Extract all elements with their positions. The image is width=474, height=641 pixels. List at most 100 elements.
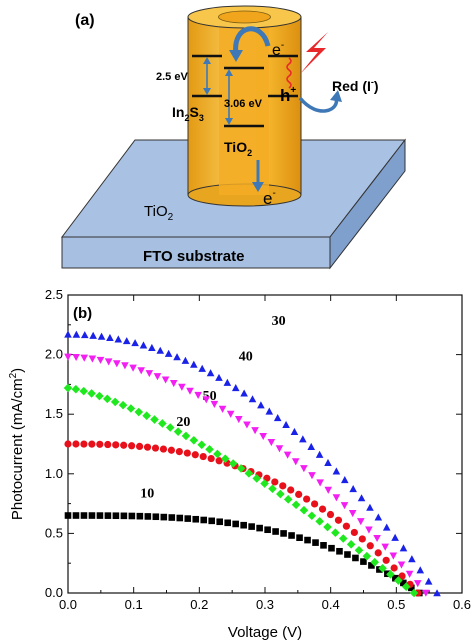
data-point	[291, 458, 300, 466]
data-point	[89, 331, 97, 339]
data-point	[153, 373, 162, 381]
data-point	[139, 341, 148, 349]
data-point	[282, 420, 290, 428]
data-point	[310, 500, 319, 508]
series-10: 10	[64, 487, 423, 597]
data-point	[346, 540, 356, 549]
data-point	[215, 373, 223, 381]
data-point	[112, 512, 120, 520]
electron-transfer-arrow	[233, 26, 271, 55]
data-point	[161, 376, 170, 384]
data-point	[394, 576, 403, 585]
data-point	[360, 558, 367, 565]
data-point	[169, 379, 178, 388]
series-label-20: 20	[176, 415, 190, 430]
data-point	[273, 414, 282, 422]
data-point	[64, 440, 72, 448]
data-point	[96, 440, 104, 448]
data-point	[158, 419, 167, 428]
data-point	[295, 490, 303, 499]
series-50: 50	[63, 383, 419, 598]
data-point	[72, 440, 80, 448]
data-point	[64, 353, 72, 361]
data-point	[136, 512, 144, 520]
data-point	[224, 519, 231, 527]
data-point	[126, 404, 136, 413]
series-label-40: 40	[239, 350, 253, 365]
data-point	[96, 356, 105, 364]
data-point	[374, 549, 382, 557]
data-point	[131, 339, 139, 347]
data-point	[399, 544, 408, 552]
data-point	[401, 582, 411, 592]
data-point	[64, 330, 72, 338]
data-point	[167, 446, 176, 454]
series-label-30: 30	[272, 314, 286, 329]
x-tick-label: 0.2	[190, 597, 208, 612]
data-point	[80, 512, 88, 519]
data-point	[408, 555, 416, 563]
data-point	[178, 383, 186, 391]
series-30: 30	[64, 314, 441, 597]
energy-left-label: 2.5 eV	[156, 71, 188, 83]
data-point	[299, 505, 309, 515]
data-point	[79, 386, 89, 396]
data-point	[324, 486, 333, 494]
data-point	[342, 522, 351, 530]
data-point	[416, 566, 425, 574]
y-axis-title: Photocurrent (mA/cm2)	[8, 368, 26, 520]
data-point	[357, 494, 366, 502]
data-point	[114, 335, 123, 343]
data-point	[160, 513, 168, 521]
data-point	[152, 513, 160, 521]
photon-wave	[286, 57, 292, 89]
series-label-10: 10	[140, 487, 154, 502]
data-point	[97, 332, 106, 340]
data-point	[135, 442, 144, 451]
data-point	[184, 515, 192, 522]
data-point	[72, 330, 81, 338]
axis-ticks: 0.0 0.1 0.2 0.3 0.4 0.5 0.6 0.0 0.5 1.0 1.5 2.0 2.5	[45, 287, 471, 612]
data-point	[433, 589, 441, 597]
data-point	[303, 495, 311, 503]
data-point	[156, 346, 165, 354]
y-tick-label: 1.5	[45, 406, 63, 421]
data-point	[148, 343, 156, 351]
data-point	[134, 407, 144, 417]
data-point	[95, 391, 104, 401]
data-point	[215, 457, 223, 465]
x-tick-label: 0.1	[125, 597, 143, 612]
data-point	[366, 542, 374, 550]
x-tick-label: 0.3	[256, 597, 274, 612]
data-point	[332, 467, 341, 475]
data-point	[223, 378, 232, 386]
substrate-side-face	[329, 138, 406, 270]
data-point	[240, 389, 248, 397]
electron-bottom-label: e-	[263, 188, 276, 208]
data-point	[176, 514, 184, 522]
data-point	[331, 528, 340, 538]
data-point	[112, 441, 120, 449]
data-point	[398, 572, 406, 580]
electron-top-label: e-	[272, 40, 284, 59]
data-point	[413, 580, 422, 588]
nanotube-inner-top	[218, 10, 271, 24]
data-point	[280, 530, 287, 537]
data-point	[72, 512, 80, 519]
data-point	[210, 400, 219, 409]
data-point	[218, 405, 227, 413]
data-point	[137, 367, 146, 375]
data-point	[296, 534, 303, 542]
data-point	[264, 526, 271, 534]
panel-b-label: (b)	[73, 305, 92, 322]
data-point	[366, 503, 374, 511]
data-point	[87, 389, 96, 398]
data-point	[191, 451, 199, 459]
data-point	[121, 362, 129, 370]
data-point	[206, 369, 215, 377]
data-point	[175, 447, 183, 456]
data-point	[213, 449, 222, 459]
data-point	[340, 502, 349, 510]
